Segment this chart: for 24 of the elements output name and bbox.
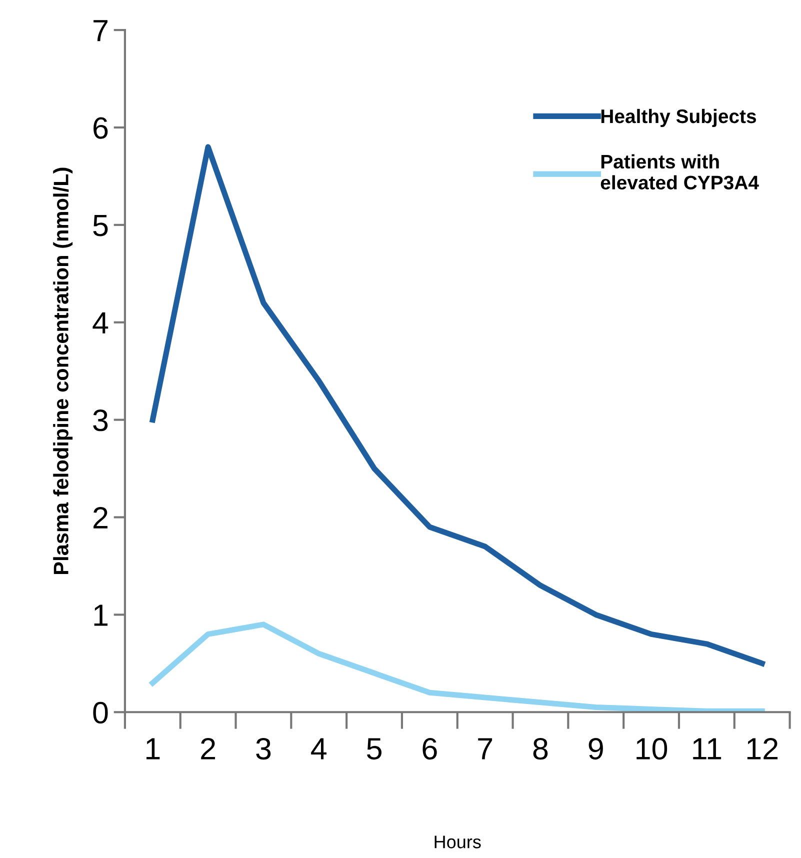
y-axis-title: Plasma felodipine concentration (nmol/L): [53, 168, 73, 574]
legend-label: Healthy Subjects: [601, 108, 756, 128]
x-tick-label: 3: [256, 738, 271, 760]
x-tick-label: 9: [588, 738, 603, 760]
x-tick-label: 11: [693, 738, 722, 760]
y-tick-label: 5: [93, 214, 108, 236]
x-tick-label: 12: [747, 738, 778, 760]
y-tick-label: 3: [93, 410, 108, 432]
legend-label: Patients with elevated CYP3A4: [600, 154, 759, 190]
x-tick-label: 5: [366, 738, 382, 760]
x-axis-title: Hours: [434, 836, 481, 848]
x-tick-label: 10: [636, 738, 668, 760]
y-tick-label: 4: [92, 312, 108, 334]
x-tick-label: 4: [311, 738, 326, 760]
x-tick-label: 6: [422, 738, 437, 760]
x-tick-label: 8: [533, 738, 548, 760]
y-tick-label: 1: [94, 604, 108, 626]
x-tick-label: 1: [146, 738, 160, 760]
y-tick-label: 7: [94, 20, 108, 42]
y-tick-label: 0: [93, 702, 108, 724]
y-tick-label: 2: [94, 506, 108, 528]
x-tick-label: 7: [478, 738, 492, 760]
x-tick-label: 2: [201, 738, 216, 760]
y-tick-label: 6: [94, 117, 108, 139]
